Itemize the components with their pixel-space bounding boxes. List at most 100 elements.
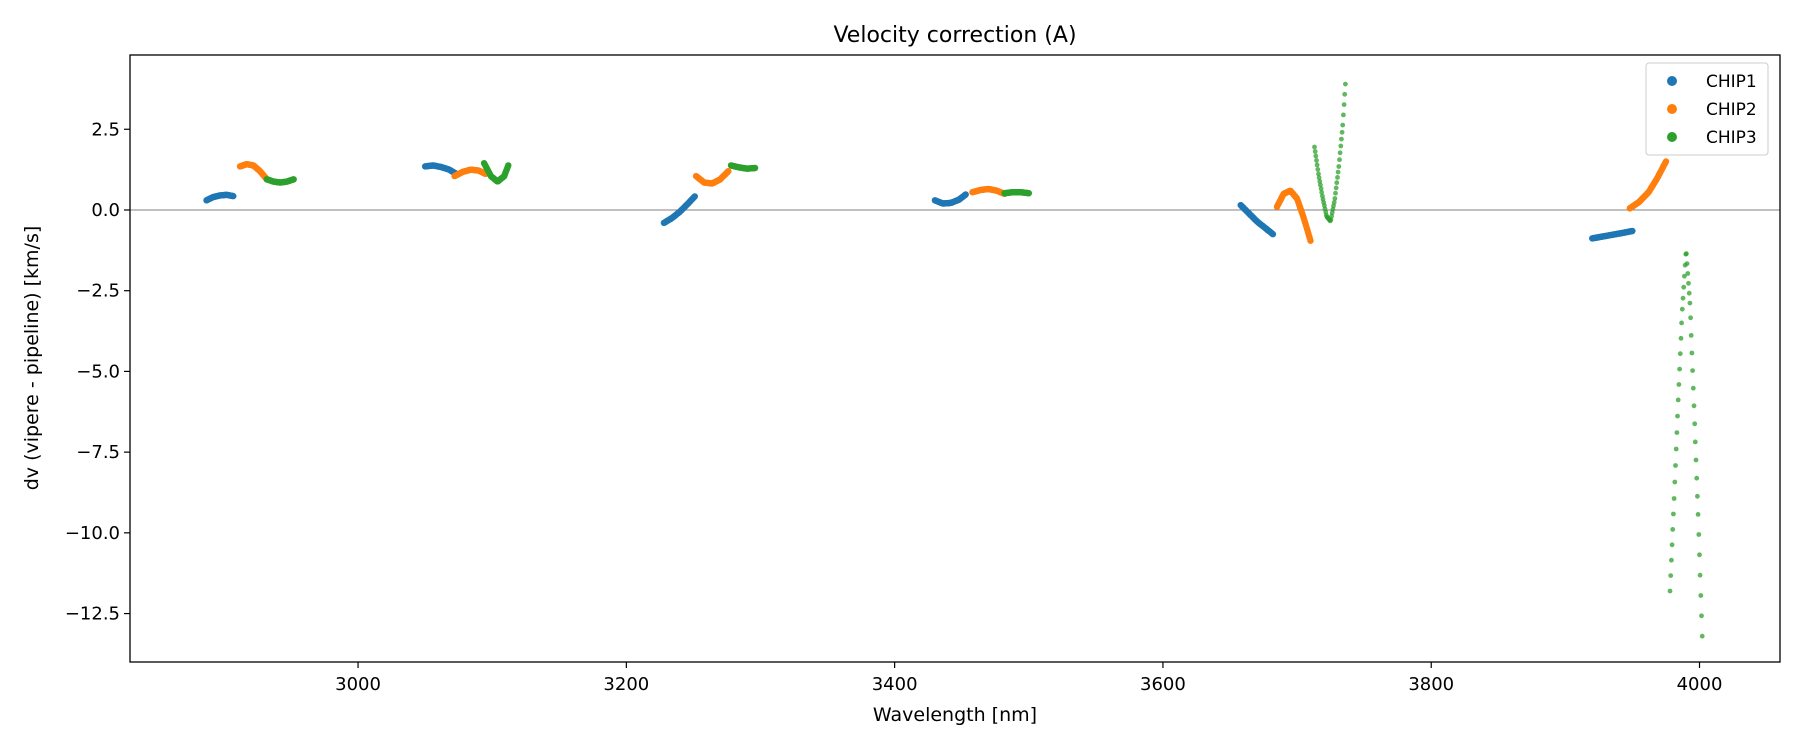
legend-label-chip3: CHIP3 [1706,128,1757,148]
x-axis-label: Wavelength [nm] [873,704,1037,726]
legend-items: CHIP1 CHIP2 CHIP3 [1667,72,1757,148]
data-point-chip3-4-31 [1332,196,1338,201]
data-point-chip3-5-0 [1667,588,1673,594]
data-point-chip3-5-32 [1689,350,1695,356]
data-point-chip3-4-46 [1342,91,1348,97]
legend: CHIP1 CHIP2 CHIP3 [1645,62,1769,156]
data-point-chip3-5-47 [1699,633,1705,639]
data-point-chip3-4-11 [1319,190,1325,195]
data-point-chip3-5-36 [1692,421,1698,427]
data-point-chip3-5-11 [1675,413,1680,419]
data-point-chip3-4-41 [1339,136,1344,142]
data-point-chip1-5-59 [1629,227,1636,235]
data-point-chip3-5-12 [1675,397,1681,403]
y-tick-label: −2.5 [76,281,120,302]
data-point-chip3-4-42 [1339,129,1345,135]
data-point-chip1-4-47 [1269,231,1277,238]
data-point-chip3-5-6 [1671,496,1677,501]
data-point-chip3-4-3 [1314,158,1319,163]
legend-label-chip2: CHIP2 [1706,100,1757,120]
data-point-chip3-3-35 [1025,190,1033,197]
series-chip3 [263,81,1705,639]
data-point-chip3-4-1 [1312,149,1318,154]
data-point-chip3-5-42 [1696,532,1702,537]
data-point-chip3-4-7 [1316,175,1322,181]
data-point-chip3-5-17 [1679,320,1684,326]
data-point-chip3-1-35 [505,162,512,169]
data-point-chip3-5-13 [1676,382,1682,387]
x-tick-label: 4000 [1677,674,1723,695]
series-chip2 [236,158,1670,244]
data-point-chip3-5-19 [1680,295,1686,301]
data-point-chip3-5-20 [1681,284,1687,290]
x-tick-label: 3200 [603,674,649,695]
data-point-chip3-4-8 [1317,179,1323,184]
data-point-chip3-4-0 [1312,144,1317,150]
x-axis-ticks: 3000 3200 3400 3600 3800 4000 [335,662,1722,695]
data-point-chip2-4-49 [1307,237,1314,244]
y-tick-label: −12.5 [65,604,120,625]
data-point-chip3-4-45 [1341,102,1347,107]
data-point-chip3-4-36 [1335,169,1341,175]
x-tick-label: 3600 [1140,674,1186,695]
data-point-chip3-5-31 [1688,333,1694,338]
data-point-chip2-5-53 [1662,158,1670,165]
data-point-chip3-5-10 [1674,430,1680,435]
data-point-chip3-5-7 [1672,479,1678,485]
data-point-chip3-4-40 [1338,143,1344,149]
y-tick-label: −10.0 [65,523,120,544]
x-tick-label: 3800 [1408,674,1454,695]
data-point-chip3-5-24 [1684,251,1689,257]
y-tick-label: −7.5 [76,442,120,463]
legend-label-chip1: CHIP1 [1706,72,1757,92]
data-point-chip3-5-16 [1678,335,1684,341]
data-point-chip3-5-15 [1677,351,1683,357]
data-point-chip3-2-35 [751,164,759,172]
series-chip1 [203,162,1636,242]
data-point-chip3-5-9 [1673,446,1679,452]
data-point-chip3-4-30 [1331,200,1337,205]
data-point-chip2-2-47 [725,168,732,175]
y-tick-label: 2.5 [91,119,120,140]
data-point-chip3-5-40 [1695,493,1700,499]
y-axis-label: dv (vipere - pipeline) [km/s] [21,226,43,491]
legend-frame [1645,62,1769,156]
plot-frame [129,54,1781,663]
data-point-chip3-5-18 [1679,306,1685,312]
data-point-chip3-4-43 [1340,122,1346,128]
data-point-chip3-5-41 [1695,512,1701,517]
data-point-chip3-5-44 [1697,572,1703,578]
data-point-chip1-0-39 [230,192,237,200]
plot-layer [130,81,1780,639]
data-point-chip3-5-27 [1686,280,1691,286]
y-tick-label: 0.0 [91,200,120,221]
data-point-chip3-4-37 [1336,164,1342,169]
data-point-chip3-4-5 [1315,167,1321,172]
data-point-chip1-2-45 [691,193,698,200]
data-point-chip3-5-34 [1690,385,1696,391]
data-point-chip3-4-32 [1333,190,1338,196]
data-point-chip3-5-33 [1690,368,1695,373]
data-point-chip3-4-10 [1318,186,1324,192]
data-point-chip3-5-30 [1688,315,1693,321]
x-tick-label: 3400 [872,674,918,695]
data-point-chip3-4-4 [1314,162,1320,168]
legend-marker-chip2 [1667,104,1677,114]
data-point-chip3-5-25 [1684,261,1690,266]
data-point-chip3-5-4 [1670,527,1676,532]
chart-title: Velocity correction (A) [833,23,1076,48]
data-point-chip3-5-43 [1697,552,1702,558]
data-point-chip3-5-5 [1671,511,1676,517]
x-tick-label: 3000 [335,674,381,695]
legend-marker-chip3 [1667,132,1677,142]
data-point-chip3-4-35 [1335,175,1340,180]
data-point-chip3-5-3 [1669,542,1675,548]
data-point-chip3-5-45 [1698,593,1704,598]
data-point-chip3-4-38 [1337,157,1342,163]
data-point-chip3-5-35 [1691,403,1697,409]
data-point-chip3-5-1 [1668,573,1674,578]
data-point-chip3-5-8 [1673,463,1678,468]
data-point-chip3-5-26 [1685,271,1691,276]
data-point-chip3-4-2 [1313,153,1319,159]
